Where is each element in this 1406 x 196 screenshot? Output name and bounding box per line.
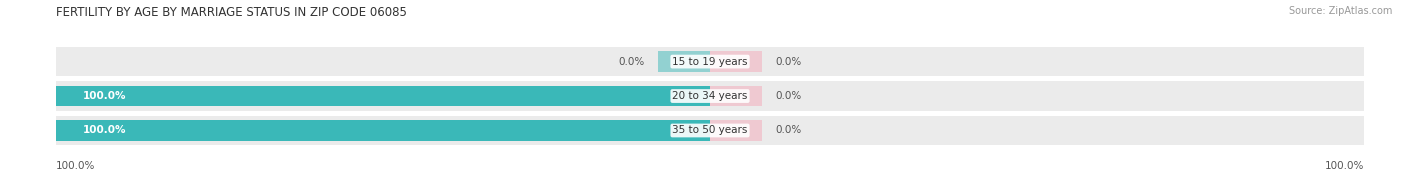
Bar <box>710 51 762 72</box>
Text: 100.0%: 100.0% <box>56 161 96 171</box>
Text: 100.0%: 100.0% <box>83 91 127 101</box>
Text: Source: ZipAtlas.com: Source: ZipAtlas.com <box>1288 6 1392 16</box>
Text: 0.0%: 0.0% <box>776 57 801 67</box>
Bar <box>710 86 762 106</box>
Text: 100.0%: 100.0% <box>1324 161 1364 171</box>
Bar <box>56 47 1364 76</box>
Bar <box>710 120 762 141</box>
Bar <box>56 116 1364 145</box>
Bar <box>0 86 710 106</box>
Text: 100.0%: 100.0% <box>83 125 127 135</box>
Text: FERTILITY BY AGE BY MARRIAGE STATUS IN ZIP CODE 06085: FERTILITY BY AGE BY MARRIAGE STATUS IN Z… <box>56 6 408 19</box>
Bar <box>56 81 1364 111</box>
Text: 35 to 50 years: 35 to 50 years <box>672 125 748 135</box>
Bar <box>0 120 710 141</box>
Text: 0.0%: 0.0% <box>776 91 801 101</box>
Text: 15 to 19 years: 15 to 19 years <box>672 57 748 67</box>
Text: 20 to 34 years: 20 to 34 years <box>672 91 748 101</box>
Text: 0.0%: 0.0% <box>776 125 801 135</box>
Bar <box>658 51 710 72</box>
Text: 0.0%: 0.0% <box>619 57 645 67</box>
